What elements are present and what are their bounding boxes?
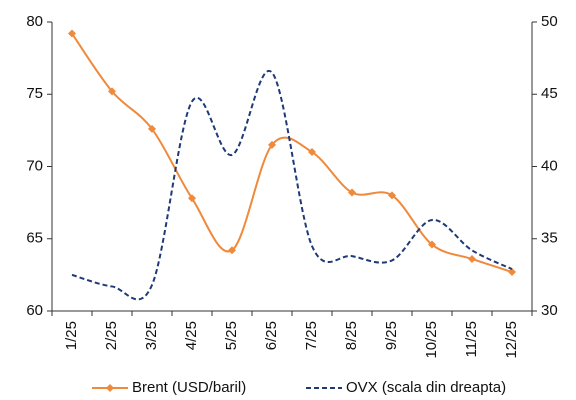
x-tick-label: 6/25 — [263, 321, 280, 350]
x-tick-label: 1/25 — [63, 321, 80, 350]
marker — [108, 87, 116, 96]
legend-label: OVX (scala din dreapta) — [346, 379, 506, 396]
marker — [148, 124, 156, 133]
marker — [428, 240, 436, 249]
x-tick-label: 8/25 — [343, 321, 360, 350]
marker — [508, 267, 516, 276]
x-tick-label: 12/25 — [503, 321, 520, 359]
marker — [68, 29, 76, 38]
marker — [228, 246, 236, 255]
y-tick-label: 60 — [26, 302, 43, 319]
y2-tick-label: 35 — [541, 230, 558, 247]
marker — [188, 194, 196, 203]
legend-label: Brent (USD/baril) — [132, 379, 246, 396]
x-tick-label: 9/25 — [383, 321, 400, 350]
marker — [468, 254, 476, 263]
y2-tick-label: 50 — [541, 13, 558, 30]
y-tick-label: 65 — [26, 230, 43, 247]
y2-tick-label: 30 — [541, 302, 558, 319]
marker — [308, 148, 316, 157]
marker — [388, 191, 396, 200]
x-tick-label: 7/25 — [303, 321, 320, 350]
y-tick-label: 75 — [26, 85, 43, 102]
marker — [348, 188, 356, 197]
x-tick-label: 2/25 — [103, 321, 120, 350]
y-tick-label: 80 — [26, 13, 43, 30]
y2-tick-label: 40 — [541, 157, 558, 174]
x-tick-label: 10/25 — [423, 321, 440, 359]
y2-tick-label: 45 — [541, 85, 558, 102]
x-tick-label: 4/25 — [183, 321, 200, 350]
x-tick-label: 11/25 — [463, 321, 480, 357]
series-line — [71, 69, 513, 301]
legend-marker — [106, 384, 114, 392]
x-tick-label: 3/25 — [143, 321, 160, 350]
y-tick-label: 70 — [26, 157, 43, 174]
marker — [268, 140, 276, 149]
x-tick-label: 5/25 — [223, 321, 240, 350]
